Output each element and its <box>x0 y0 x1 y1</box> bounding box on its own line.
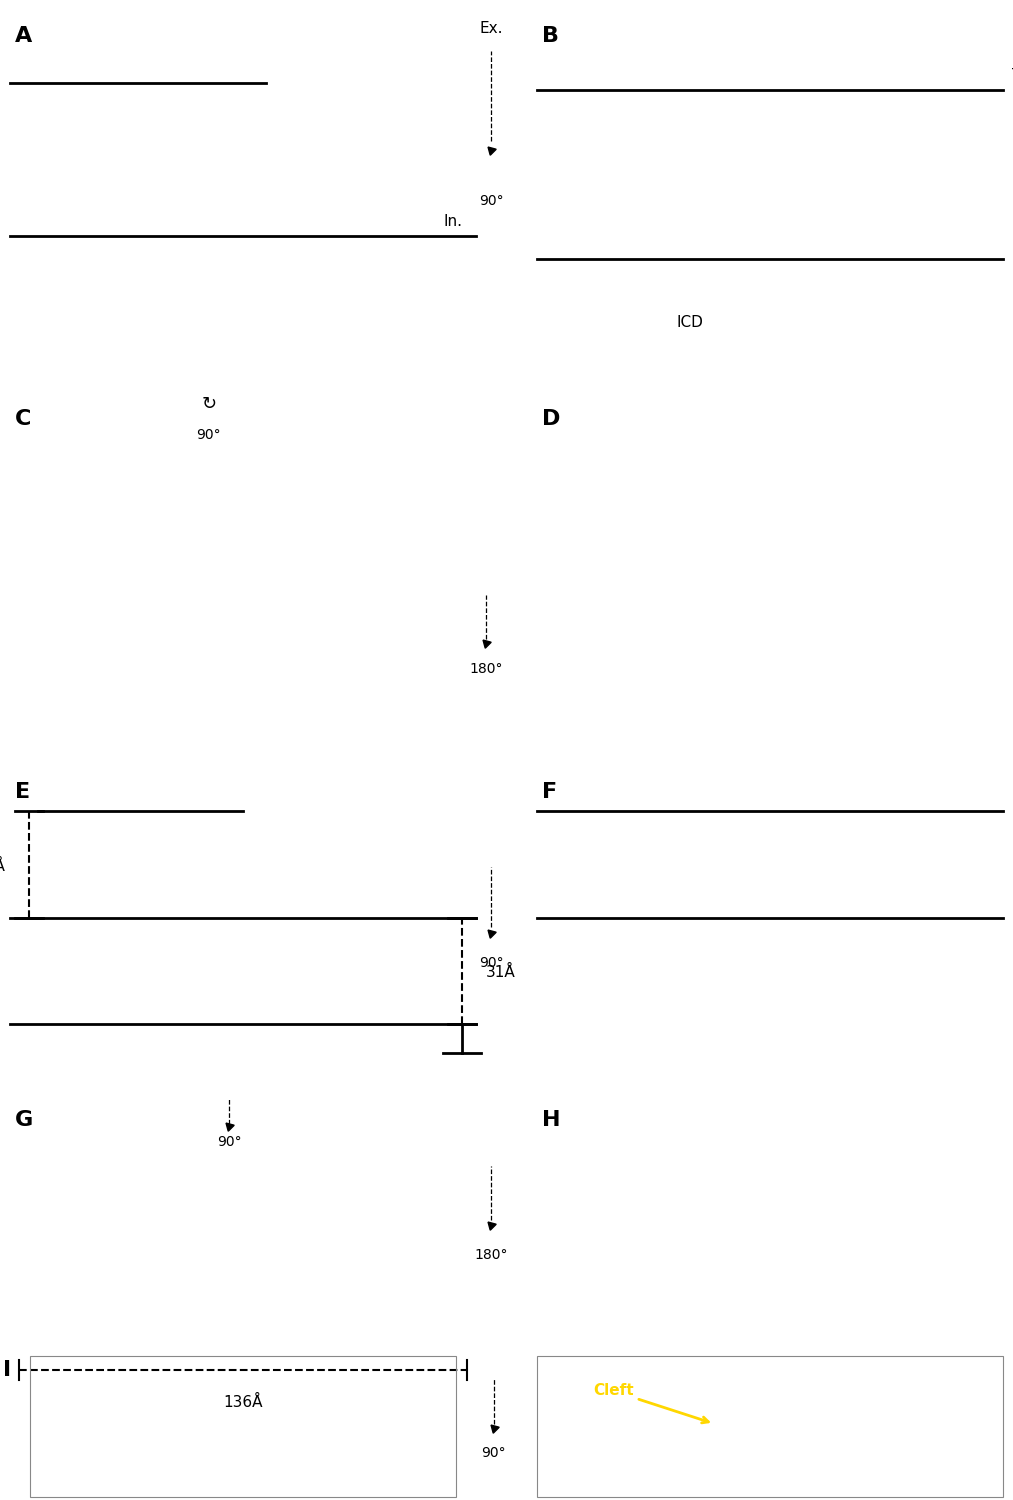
Text: In.: In. <box>443 214 462 230</box>
Text: F: F <box>542 782 557 802</box>
Text: A: A <box>15 27 32 46</box>
Text: 180°: 180° <box>474 1248 509 1262</box>
Text: 90°: 90° <box>481 1446 506 1460</box>
Text: ICD: ICD <box>677 315 704 330</box>
Text: 90°: 90° <box>197 429 221 442</box>
Text: 90°: 90° <box>479 194 503 208</box>
Text: G: G <box>15 1110 33 1130</box>
Text: B: B <box>542 27 558 46</box>
Text: 136Å: 136Å <box>224 1395 262 1410</box>
Text: 39Å: 39Å <box>0 858 5 873</box>
Text: E: E <box>15 782 30 802</box>
Text: 31Å: 31Å <box>485 964 516 980</box>
Text: Cleft: Cleft <box>593 1383 708 1423</box>
Text: 180°: 180° <box>469 662 503 676</box>
Text: Ex.: Ex. <box>479 21 503 36</box>
Text: C: C <box>15 408 31 429</box>
Text: 90°: 90° <box>479 956 503 970</box>
Text: D: D <box>542 408 560 429</box>
Text: ↻: ↻ <box>202 394 216 412</box>
Text: H: H <box>542 1110 560 1130</box>
Text: 90°: 90° <box>217 1136 241 1149</box>
Text: I: I <box>3 1360 11 1380</box>
